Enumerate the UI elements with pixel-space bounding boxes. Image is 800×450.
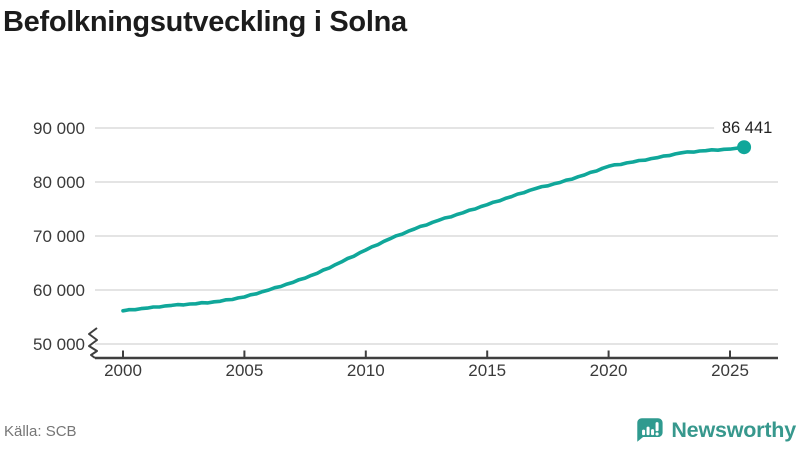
last-value-label: 86 441: [722, 119, 772, 137]
y-tick-label: 60 000: [33, 281, 85, 300]
page-title: Befolkningsutveckling i Solna: [3, 6, 407, 38]
y-tick-label: 70 000: [33, 227, 85, 246]
source-note: Källa: SCB: [4, 423, 77, 440]
end-label-backdrop: [714, 117, 781, 138]
newsworthy-logo[interactable]: Newsworthy: [634, 413, 796, 447]
x-tick-label: 2015: [468, 361, 506, 380]
x-tick-label: 2010: [347, 361, 385, 380]
gridlines: [95, 127, 778, 345]
population-line: [121, 145, 746, 313]
x-tick-label: 2020: [590, 361, 628, 380]
x-tick-label: 2005: [225, 361, 263, 380]
y-tick-label: 50 000: [33, 335, 85, 354]
y-axis-labels: 50 000 60 000 70 000 80 000 90 000: [33, 119, 85, 354]
axis-break-icon: [88, 327, 98, 359]
y-tick-label: 80 000: [33, 173, 85, 192]
last-point-marker: [737, 140, 752, 155]
y-tick-label: 90 000: [33, 119, 85, 138]
x-axis: 2000 2005 2010 2015 2020 2025: [95, 350, 778, 380]
newsworthy-chart-bubble-icon: [637, 418, 663, 442]
x-tick-label: 2025: [711, 361, 749, 380]
x-tick-label: 2000: [104, 361, 142, 380]
newsworthy-wordmark: Newsworthy: [671, 417, 796, 442]
